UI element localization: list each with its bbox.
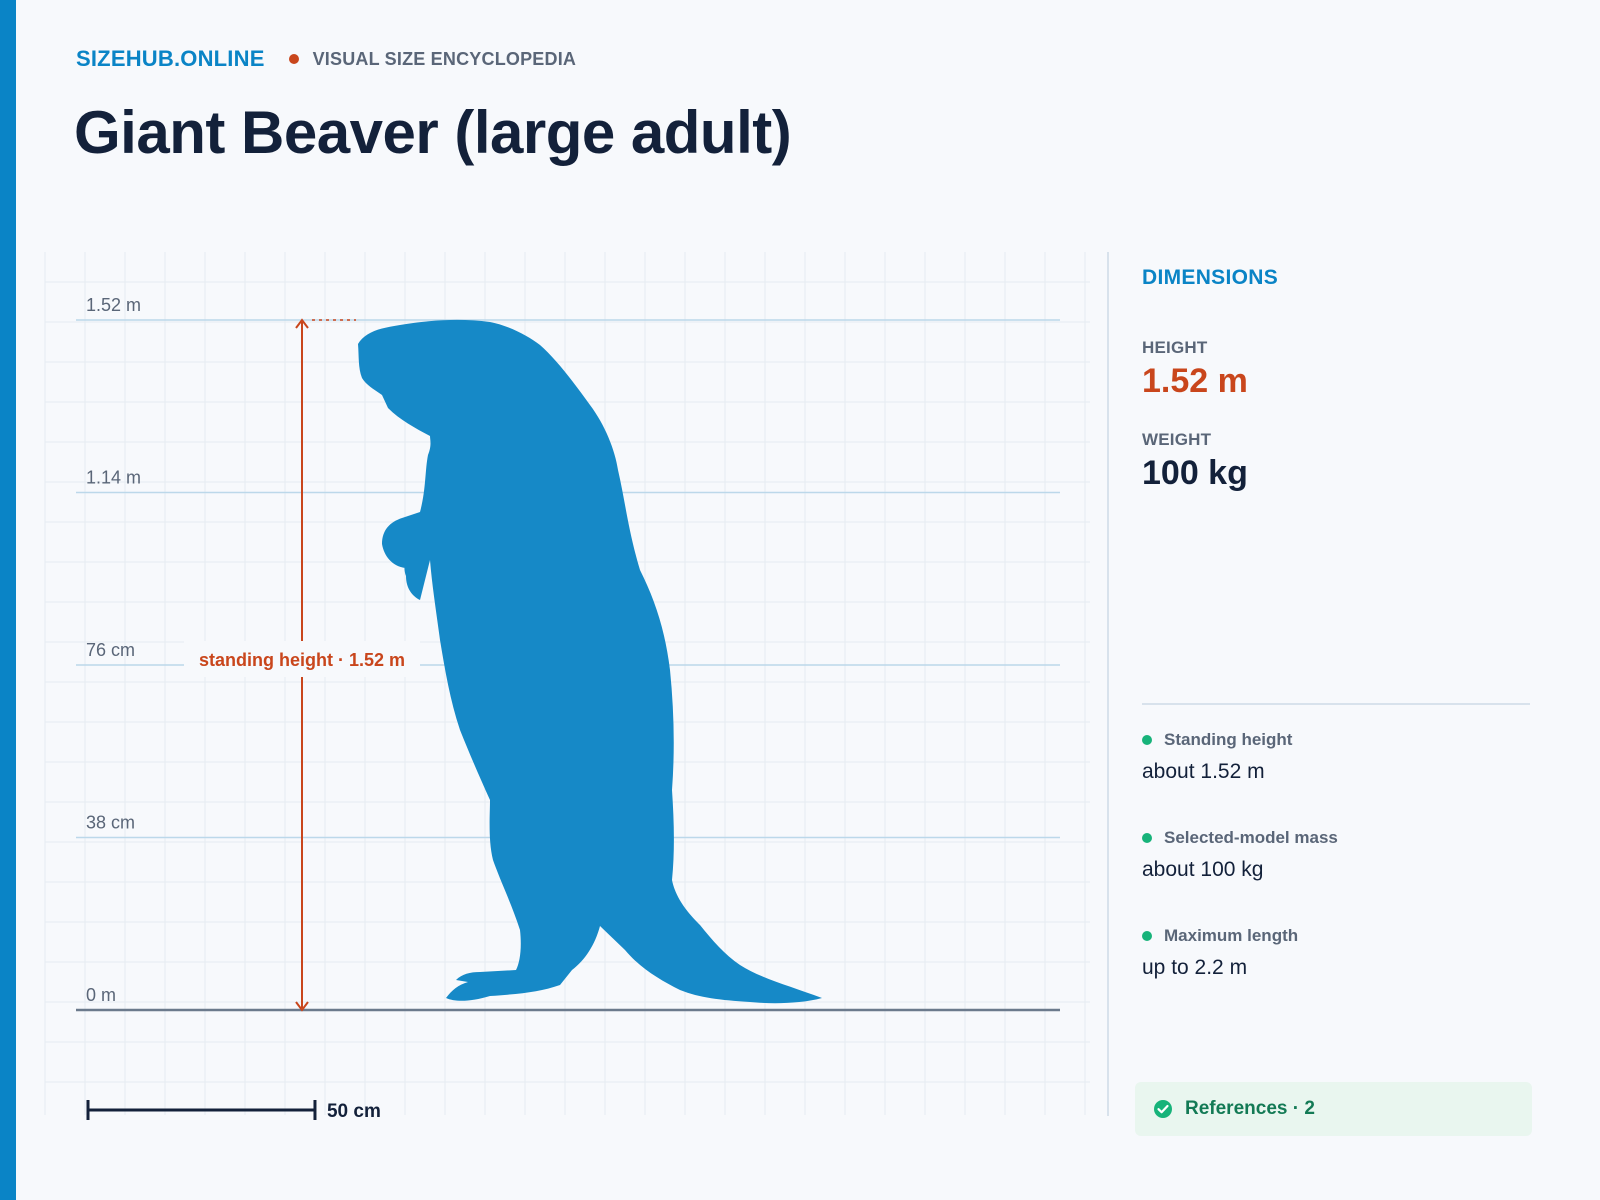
tick-label: 1.52 m xyxy=(86,295,141,315)
bullet-dot xyxy=(1142,833,1152,843)
page-title: Giant Beaver (large adult) xyxy=(74,99,792,166)
dimensions-title: DIMENSIONS xyxy=(1142,266,1279,289)
fact-mass: Selected-model mass about 100 kg xyxy=(1142,828,1338,882)
references-label: References · 2 xyxy=(1185,1098,1315,1119)
weight-label: WEIGHT xyxy=(1142,430,1212,449)
fact-value: about 1.52 m xyxy=(1142,760,1265,783)
measure-label: standing height · 1.52 m xyxy=(199,650,405,670)
fact-max-length: Maximum length up to 2.2 m xyxy=(1142,926,1298,980)
arrow-down xyxy=(295,1001,309,1012)
fact-value: about 100 kg xyxy=(1142,858,1264,881)
accent-bar xyxy=(0,0,16,1200)
height-label: HEIGHT xyxy=(1142,338,1208,357)
panel-divider xyxy=(1107,252,1109,1116)
bullet-dot xyxy=(1142,931,1152,941)
fact-label: Maximum length xyxy=(1164,926,1299,945)
height-value: 1.52 m xyxy=(1142,362,1248,400)
bullet-dot xyxy=(1142,735,1152,745)
fact-value: up to 2.2 m xyxy=(1142,956,1248,979)
tick-label: 38 cm xyxy=(86,813,135,833)
arrow-up xyxy=(295,318,309,329)
tick-label: 1.14 m xyxy=(86,468,141,488)
size-chart: 0 m 38 cm 76 cm 1.14 m 1.52 m standing heigh… xyxy=(44,252,1090,1122)
brand-link[interactable]: SIZEHUB.ONLINE xyxy=(76,46,265,71)
fact-standing-height: Standing height about 1.52 m xyxy=(1142,730,1292,784)
measure-label-bg xyxy=(184,641,420,677)
site-header: SIZEHUB.ONLINE VISUAL SIZE ENCYCLOPEDIA xyxy=(76,46,576,72)
facts-divider xyxy=(1142,703,1530,705)
separator-dot xyxy=(288,54,299,64)
site-tagline: VISUAL SIZE ENCYCLOPEDIA xyxy=(312,48,577,69)
fact-label: Selected-model mass xyxy=(1164,828,1338,847)
weight-value: 100 kg xyxy=(1142,454,1248,492)
check-circle-icon xyxy=(1154,1100,1172,1118)
fact-label: Standing height xyxy=(1164,730,1293,749)
scale-bar: 50 cm xyxy=(86,1100,381,1122)
scale-bar-label: 50 cm xyxy=(327,1101,381,1122)
tick-label: 76 cm xyxy=(86,640,135,660)
height-measure: standing height · 1.52 m xyxy=(184,318,420,1012)
beaver-silhouette xyxy=(358,319,822,1004)
dimensions-panel: DIMENSIONS HEIGHT 1.52 m WEIGHT 100 kg xyxy=(1142,266,1532,492)
tick-label: 0 m xyxy=(86,985,116,1005)
references-button[interactable]: References · 2 xyxy=(1135,1082,1532,1136)
